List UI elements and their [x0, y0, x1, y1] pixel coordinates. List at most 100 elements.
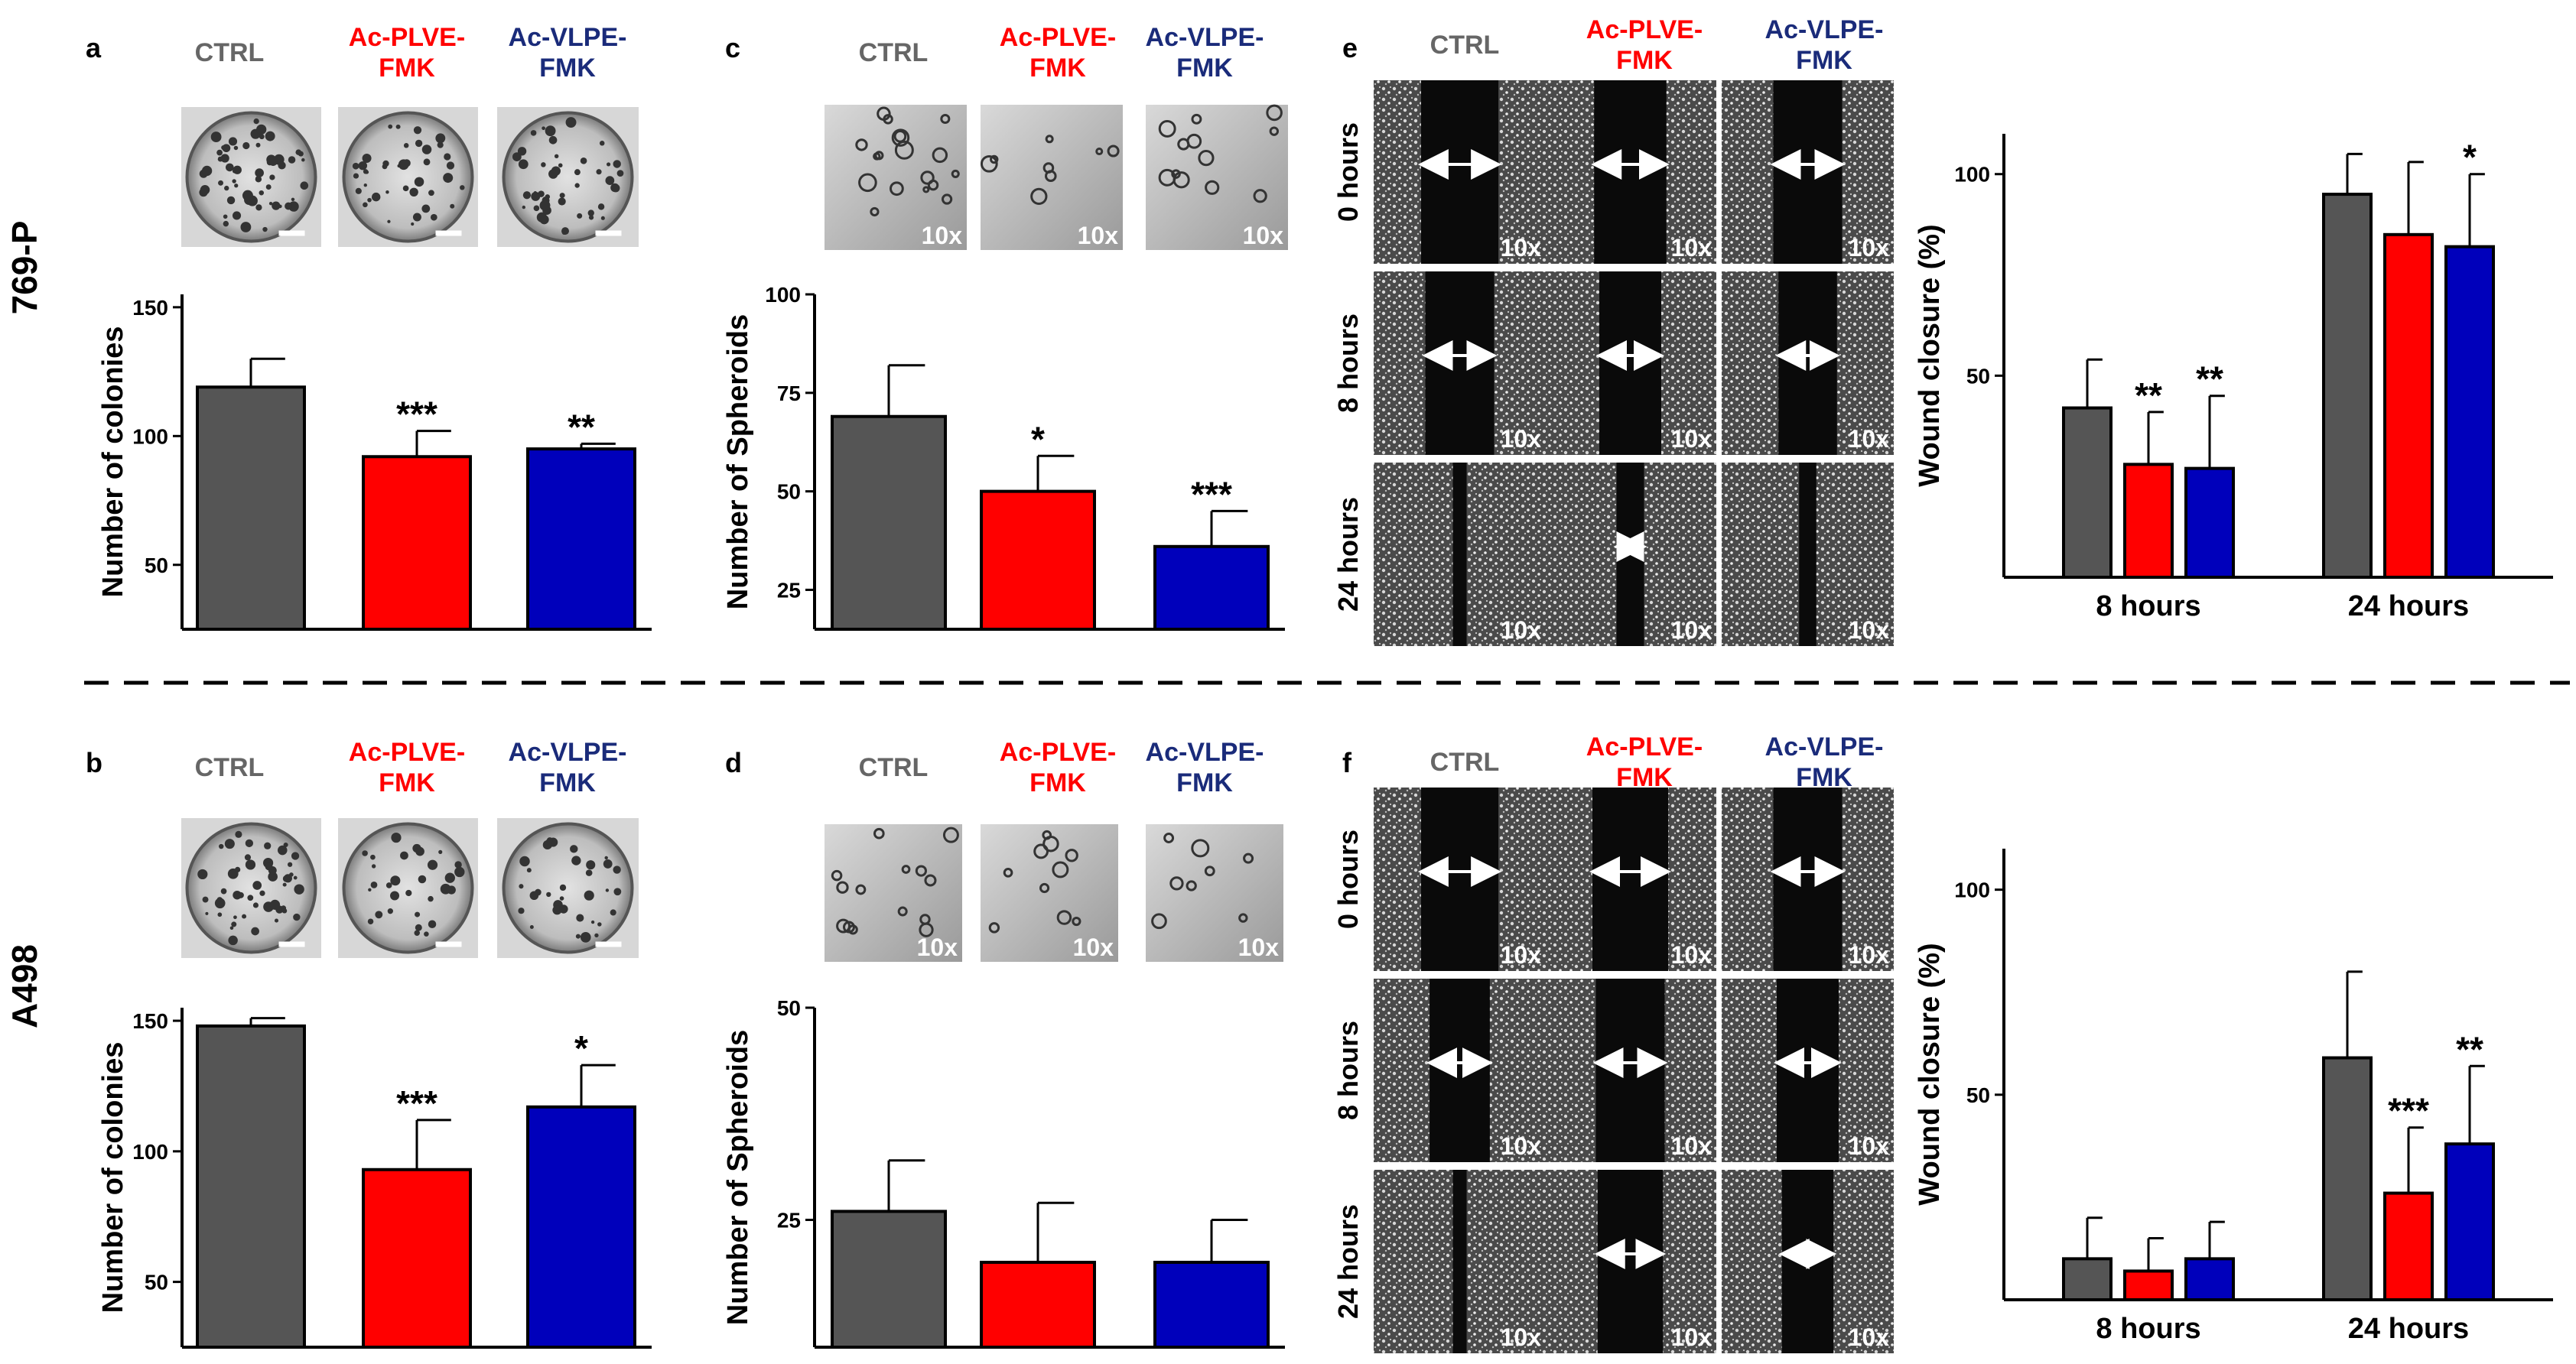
colony — [576, 914, 584, 922]
colony — [259, 134, 265, 140]
colony — [411, 222, 415, 226]
colony — [353, 173, 359, 179]
colony — [443, 173, 454, 183]
colony — [565, 117, 577, 128]
spheroid — [1171, 169, 1181, 179]
y-axis-title: Number of Spheroids — [722, 1030, 754, 1325]
colony — [234, 866, 241, 873]
time-label: 0 hours — [1332, 830, 1364, 929]
time-label: 24 hours — [1332, 497, 1364, 612]
colony — [533, 205, 540, 212]
spheroid — [897, 906, 908, 917]
colony — [597, 922, 602, 927]
colony — [611, 183, 620, 193]
colony — [262, 226, 268, 232]
colony — [218, 843, 224, 849]
colony — [233, 145, 239, 151]
wound-gap — [1452, 463, 1467, 646]
colony — [256, 124, 267, 135]
colony — [546, 837, 553, 843]
wound-gap — [1597, 1170, 1664, 1353]
colony — [365, 170, 369, 174]
colony — [577, 213, 583, 219]
time-label: 24 hours — [1332, 1204, 1364, 1319]
colony — [454, 861, 462, 869]
colony — [438, 849, 443, 854]
bar — [362, 455, 472, 631]
colony — [223, 214, 228, 219]
colony — [403, 143, 409, 148]
significance-label: ** — [2456, 1029, 2483, 1069]
colony — [424, 931, 429, 937]
colony — [217, 897, 223, 902]
colony — [575, 934, 581, 939]
colony — [253, 118, 259, 125]
spheroid — [858, 173, 877, 193]
spheroid — [990, 154, 999, 164]
colony — [352, 162, 359, 170]
spheroid — [1204, 865, 1215, 877]
spheroid-image — [981, 824, 1118, 962]
colony — [428, 190, 434, 196]
magnification-label: 10x — [1849, 1323, 1890, 1351]
bar — [831, 414, 947, 631]
colony — [385, 190, 389, 194]
spheroid — [922, 186, 930, 193]
spheroid — [855, 138, 868, 151]
header-plve-line2: FMK — [1616, 46, 1673, 75]
colony — [291, 197, 295, 202]
colony — [559, 904, 568, 914]
colony — [242, 190, 253, 201]
bar — [526, 1105, 636, 1349]
y-tick-label: 50 — [1966, 1083, 1990, 1107]
colony — [226, 196, 236, 205]
bar — [2123, 1269, 2174, 1302]
wound-gap — [1773, 80, 1843, 264]
colony — [548, 169, 558, 179]
colony — [428, 920, 437, 929]
colony — [444, 153, 451, 161]
panel-letter-b: b — [86, 747, 102, 778]
header-plve-line1: Ac-PLVE- — [1586, 732, 1703, 762]
colony — [387, 908, 393, 914]
spheroid — [1033, 843, 1049, 859]
bar — [2383, 1191, 2434, 1301]
colony — [558, 197, 566, 206]
colony — [460, 185, 465, 190]
colony — [269, 899, 281, 910]
colony — [435, 133, 446, 144]
colony — [596, 169, 602, 175]
colony — [242, 914, 247, 919]
colony — [559, 896, 564, 901]
colony — [278, 161, 286, 170]
colony — [395, 124, 401, 129]
colony — [269, 174, 275, 180]
bar — [980, 489, 1096, 631]
panel-letter-e: e — [1342, 32, 1358, 63]
colony — [415, 911, 421, 917]
colony — [397, 164, 401, 168]
header-vlpe-line1: Ac-VLPE- — [1765, 732, 1884, 762]
colony — [398, 159, 409, 170]
colony — [597, 203, 605, 210]
header-ctrl: CTRL — [859, 38, 929, 67]
colony — [385, 882, 392, 888]
colony — [229, 926, 234, 930]
colony — [265, 184, 272, 190]
colony — [414, 930, 420, 937]
colony — [446, 161, 455, 170]
magnification-label: 10x — [1849, 616, 1890, 644]
colony — [247, 895, 254, 901]
bar — [196, 1024, 306, 1349]
colony — [268, 157, 278, 166]
significance-label: *** — [396, 395, 437, 434]
scale-bar — [595, 941, 622, 947]
colony — [548, 135, 558, 145]
significance-label: ** — [2135, 375, 2162, 415]
colony — [604, 856, 608, 860]
bar — [2184, 1257, 2235, 1302]
magnification-label: 10x — [1078, 222, 1119, 249]
colony — [295, 149, 302, 155]
